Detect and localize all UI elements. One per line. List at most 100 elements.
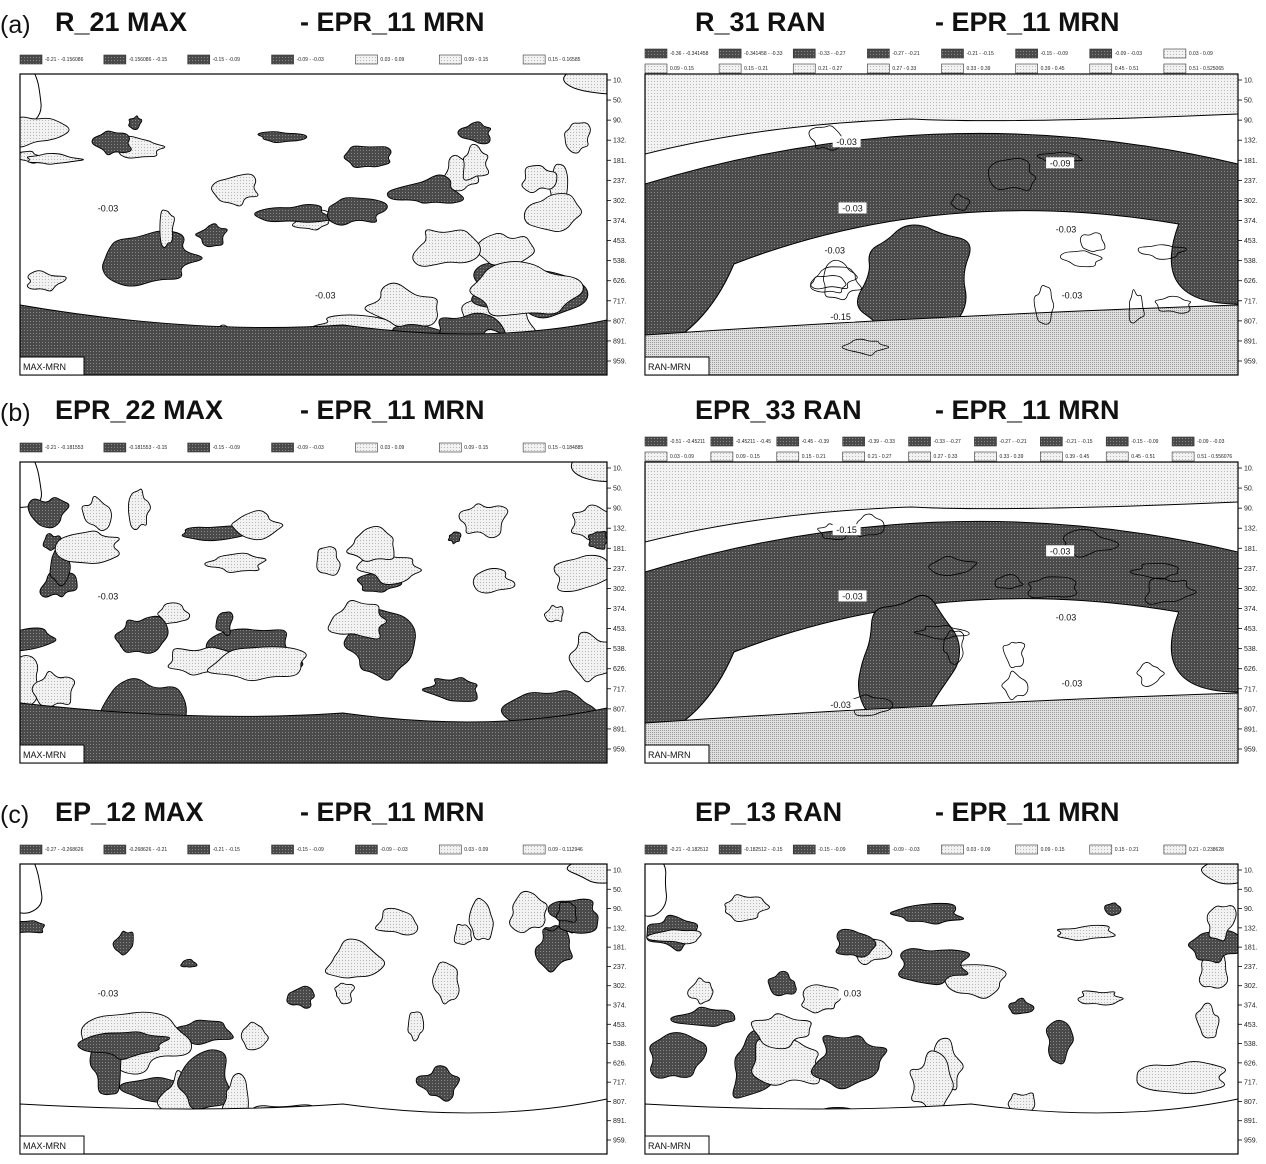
legend-label: 0.39 - 0.45 — [1041, 66, 1065, 72]
y-tick-label: 181. — [613, 158, 627, 165]
y-tick-label: 538. — [1244, 646, 1258, 653]
light-region — [20, 655, 39, 711]
contour-line — [987, 158, 1037, 191]
legend-swatch — [867, 63, 890, 74]
contour-line — [1059, 250, 1103, 268]
contour-label: -0.03 — [315, 291, 336, 301]
contour-label-box — [1046, 545, 1075, 557]
light-region — [54, 530, 120, 564]
light-region — [1136, 1061, 1226, 1095]
legend-swatch — [187, 54, 211, 65]
panel-title-suffix: - EPR_11 MRN — [300, 7, 485, 37]
map-frame — [19, 461, 608, 764]
y-tick-label: 891. — [1244, 1118, 1258, 1125]
contour-line — [950, 193, 971, 211]
legend-label: 0.21 - 0.27 — [868, 454, 892, 460]
inset-label: MAX-MRN — [23, 362, 66, 372]
legend-swatch — [271, 844, 294, 855]
legend-label: 0.27 - 0.33 — [892, 66, 916, 72]
y-tick-label: 626. — [613, 1060, 627, 1067]
light-region — [724, 894, 770, 923]
legend-swatch — [908, 436, 931, 447]
contour-label: -0.03 — [842, 203, 863, 213]
legend-swatch — [1171, 451, 1195, 462]
y-tick-label: 181. — [1244, 158, 1258, 165]
light-region — [26, 153, 84, 165]
dark-region — [180, 958, 198, 968]
light-region — [568, 631, 607, 683]
contour-label-box — [838, 590, 867, 602]
light-region — [453, 923, 473, 945]
contour-line — [994, 574, 1024, 589]
light-region — [1195, 1002, 1220, 1039]
legend-swatch — [644, 436, 668, 447]
legend-swatch — [187, 442, 211, 453]
dark-region — [421, 677, 478, 702]
legend-swatch — [522, 442, 546, 453]
contour-line — [1033, 285, 1055, 325]
legend-swatch — [776, 451, 800, 462]
y-tick-label: 807. — [613, 706, 627, 713]
contour-label: -0.15 — [836, 525, 857, 535]
legend-label: -0.09 - -0.03 — [297, 57, 324, 63]
dark-region — [670, 1006, 736, 1027]
y-tick-label: 626. — [1244, 278, 1258, 285]
y-tick-label: 237. — [1244, 178, 1258, 185]
light-region — [472, 568, 516, 594]
legend-swatch — [1105, 451, 1129, 462]
legend-label: 0.51 - 0.525065 — [1189, 66, 1224, 72]
legend-label: -0.21 - -0.156086 — [45, 57, 84, 63]
contour-label: -0.03 — [98, 203, 119, 213]
legend-swatch — [718, 844, 742, 855]
dark-region — [857, 594, 961, 716]
y-tick-label: 959. — [1244, 359, 1258, 366]
contour-label-box — [1052, 223, 1081, 235]
legend-label: -0.27 - -0.21 — [892, 51, 919, 57]
y-tick-label: 237. — [1244, 566, 1258, 573]
y-tick-label: 10. — [1244, 868, 1254, 875]
light-region — [127, 488, 151, 531]
dark-region — [835, 928, 877, 958]
legend-label: 0.33 - 0.39 — [967, 66, 991, 72]
dark-region — [77, 1031, 171, 1060]
inset-label: MAX-MRN — [23, 1141, 66, 1151]
legend-label: -0.15 - -0.09 — [818, 847, 845, 853]
y-tick-label: 302. — [1244, 983, 1258, 990]
dark-band — [645, 132, 1238, 355]
panel-title: EP_12 MAX — [55, 797, 204, 827]
light-region — [334, 982, 355, 1005]
legend-label: -0.33 - -0.27 — [934, 439, 961, 445]
legend-label: 0.45 - 0.51 — [1115, 66, 1139, 72]
contour-line — [913, 625, 970, 640]
y-tick-label: 891. — [1244, 726, 1258, 733]
y-tick-label: 717. — [1244, 686, 1258, 693]
map-frame — [19, 73, 608, 376]
y-tick-label: 453. — [613, 1022, 627, 1029]
legend-swatch — [867, 844, 890, 855]
map-frame — [644, 73, 1239, 376]
light-region — [157, 602, 191, 625]
light-region — [645, 304, 1238, 375]
legend-swatch — [842, 451, 865, 462]
y-tick-label: 453. — [613, 626, 627, 633]
legend-label: -0.268626 - -0.21 — [129, 847, 168, 853]
dark-region — [195, 223, 228, 248]
y-tick-label: 717. — [1244, 1080, 1258, 1087]
light-region — [544, 604, 564, 623]
legend-swatch — [1089, 844, 1113, 855]
dark-region — [20, 1098, 607, 1154]
contour-line — [1144, 577, 1197, 605]
y-tick-label: 538. — [613, 646, 627, 653]
light-region — [645, 692, 1238, 763]
y-tick-label: 538. — [613, 258, 627, 265]
row-label: (a) — [0, 11, 31, 39]
y-tick-label: 90. — [1244, 906, 1254, 913]
legend-swatch — [355, 54, 378, 65]
y-tick-label: 807. — [1244, 1099, 1258, 1106]
legend-swatch — [19, 844, 43, 855]
dark-region — [128, 115, 143, 130]
legend-label: -0.27 - -0.268626 — [45, 847, 84, 853]
legend-label: 0.15 - 0.184885 — [548, 445, 583, 451]
legend-label: -0.39 - -0.33 — [868, 439, 895, 445]
inset-label: MAX-MRN — [23, 750, 66, 760]
